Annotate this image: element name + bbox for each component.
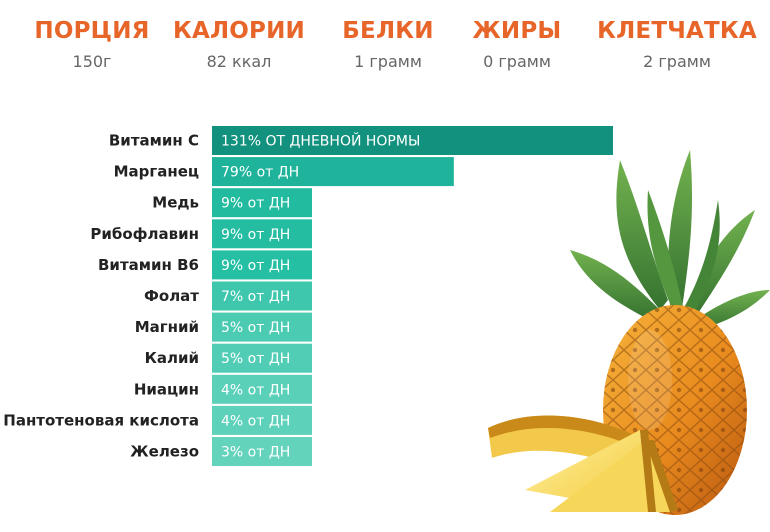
bar-value-label: 131% ОТ ДНЕВНОЙ НОРМЫ — [221, 132, 420, 150]
category-label: Железо — [130, 443, 199, 461]
stat-fat: ЖИРЫ 0 грамм — [473, 16, 562, 74]
bar — [212, 405, 312, 435]
category-label: Ниацин — [134, 380, 199, 398]
category-label: Витамин В6 — [98, 256, 199, 274]
stat-label: КАЛОРИИ — [172, 18, 306, 44]
bar — [212, 126, 613, 155]
bar — [212, 281, 312, 311]
category-label: Витамин С — [109, 132, 199, 150]
bar-value-label: 5% от ДН — [221, 320, 290, 336]
bar — [212, 250, 312, 280]
category-label: Магний — [135, 318, 199, 336]
bar-value-label: 79% от ДН — [221, 165, 299, 181]
bar — [212, 219, 312, 249]
stat-calories: КАЛОРИИ 82 ккал — [173, 16, 305, 74]
bar — [212, 188, 312, 218]
category-label: Фолат — [144, 287, 199, 305]
bar — [212, 157, 454, 187]
summary-stats: ПОРЦИЯ 150г КАЛОРИИ 82 ккал БЕЛКИ 1 грам… — [0, 0, 770, 80]
pineapple-image — [488, 150, 770, 515]
bar-value-label: 9% от ДН — [221, 196, 290, 212]
bar — [212, 312, 312, 342]
bar — [212, 437, 312, 466]
stat-fiber: КЛЕТЧАТКА 2 грамм — [597, 16, 757, 74]
bar-value-label: 9% от ДН — [221, 227, 290, 243]
stat-serving: ПОРЦИЯ 150г — [34, 16, 149, 74]
bar-value-label: 4% от ДН — [221, 382, 290, 398]
category-label: Пантотеновая кислота — [3, 411, 199, 429]
bar — [212, 374, 312, 404]
category-label: Калий — [145, 349, 199, 367]
category-label: Марганец — [114, 163, 199, 181]
bar-value-label: 5% от ДН — [221, 351, 290, 367]
stat-value: 82 ккал — [206, 52, 272, 71]
bar-value-label: 4% от ДН — [221, 413, 290, 429]
bar-value-label: 7% от ДН — [221, 289, 290, 305]
stat-value: 0 грамм — [483, 52, 551, 71]
stat-label: БЕЛКИ — [342, 18, 434, 44]
stat-value: 150г — [72, 52, 112, 71]
bar-value-label: 9% от ДН — [221, 258, 290, 274]
stat-label: ЖИРЫ — [472, 18, 562, 44]
stat-value: 2 грамм — [643, 52, 711, 71]
stat-label: КЛЕТЧАТКА — [597, 18, 757, 44]
bar — [212, 343, 312, 373]
stat-protein: БЕЛКИ 1 грамм — [342, 16, 433, 74]
stat-label: ПОРЦИЯ — [34, 18, 150, 44]
stat-value: 1 грамм — [354, 52, 422, 71]
bar-value-label: 3% от ДН — [221, 445, 290, 461]
category-label: Медь — [152, 194, 199, 212]
category-label: Рибофлавин — [90, 225, 199, 243]
